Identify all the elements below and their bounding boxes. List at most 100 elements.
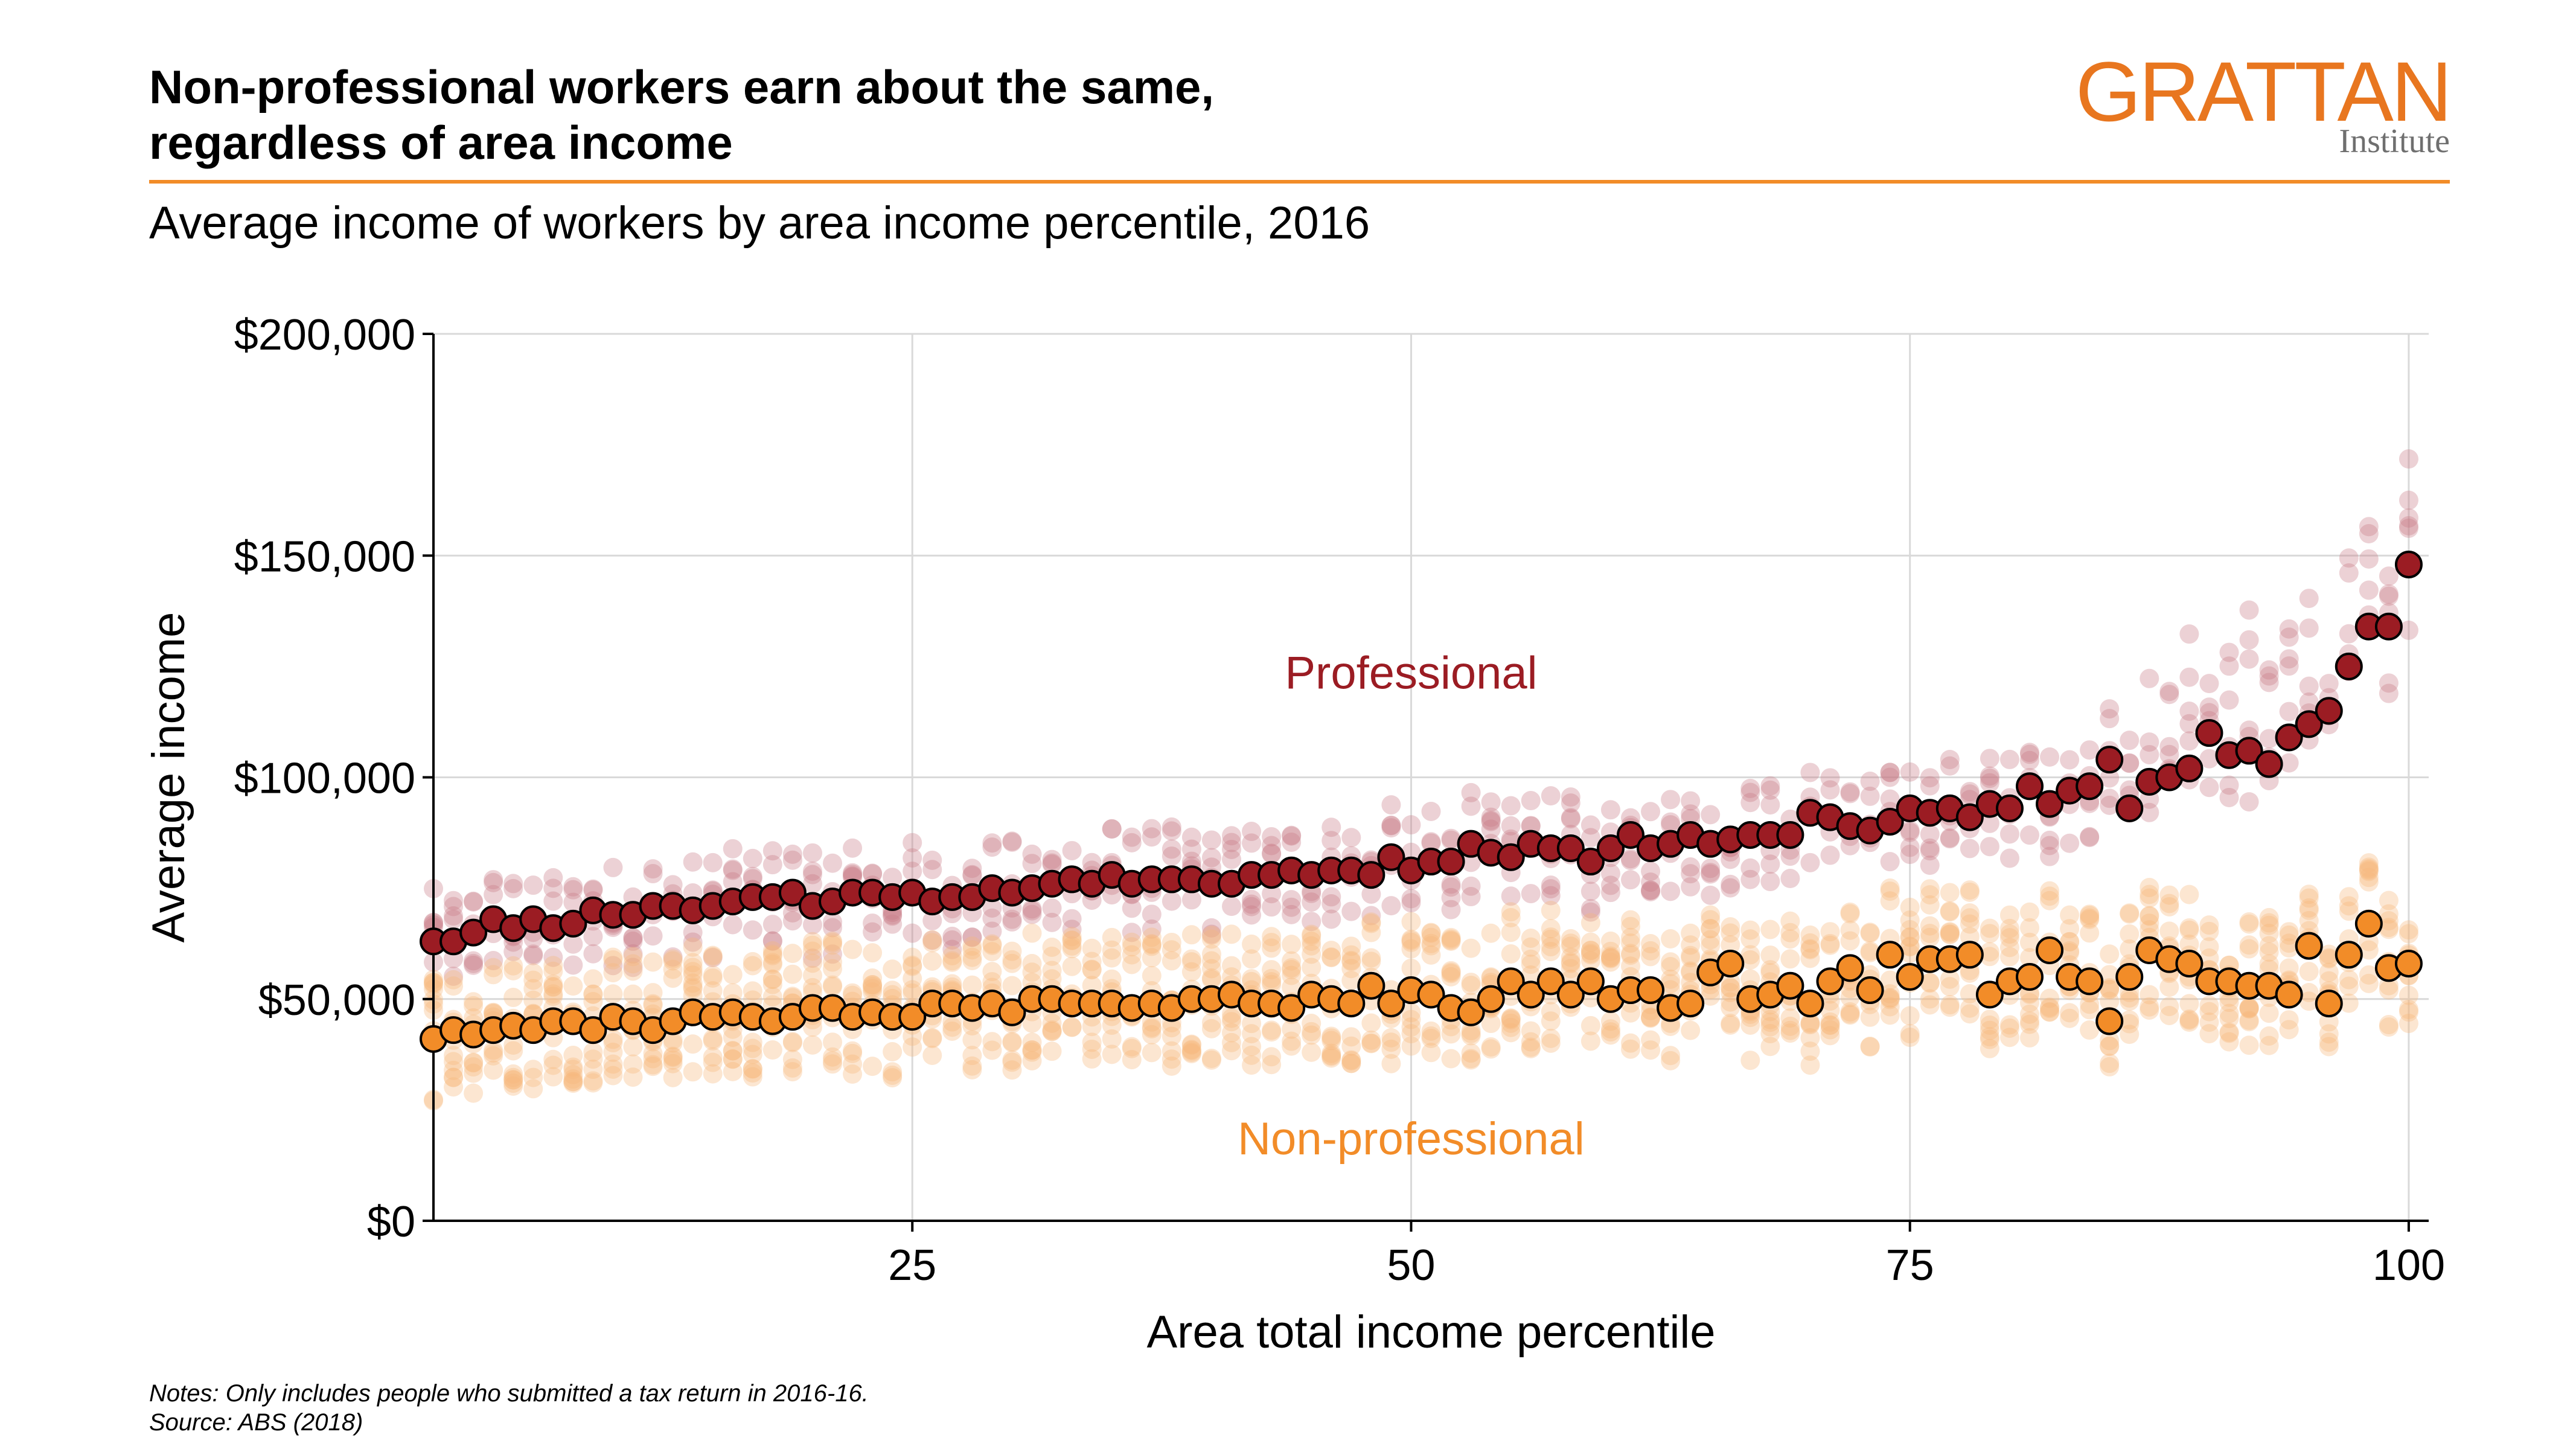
area-point-professional bbox=[1740, 869, 1760, 889]
area-point-professional bbox=[1162, 839, 1181, 859]
area-point-professional bbox=[1042, 849, 1062, 869]
area-point-non-professional bbox=[1760, 960, 1780, 980]
area-point-non-professional bbox=[643, 1043, 663, 1063]
area-point-non-professional bbox=[2399, 924, 2418, 944]
area-point-professional bbox=[1860, 772, 1880, 792]
area-point-professional bbox=[1381, 815, 1401, 835]
area-point-non-professional bbox=[1900, 920, 1920, 939]
area-point-non-professional bbox=[1940, 923, 1960, 942]
area-point-non-professional bbox=[1800, 939, 1820, 959]
area-point-professional bbox=[2219, 787, 2239, 807]
area-point-non-professional bbox=[1521, 949, 1541, 969]
data-point-non-professional bbox=[1776, 971, 1804, 1000]
area-point-non-professional bbox=[603, 1066, 623, 1086]
area-point-professional bbox=[1780, 869, 1800, 889]
area-point-non-professional bbox=[1960, 963, 1980, 983]
area-point-professional bbox=[2299, 618, 2319, 638]
area-point-professional bbox=[1201, 830, 1221, 850]
area-point-professional bbox=[2199, 778, 2219, 798]
area-point-non-professional bbox=[1042, 969, 1062, 989]
area-point-professional bbox=[523, 875, 543, 895]
area-point-non-professional bbox=[1162, 1018, 1181, 1038]
area-point-professional bbox=[1201, 848, 1221, 868]
data-point-non-professional bbox=[2016, 963, 2044, 991]
area-point-non-professional bbox=[2319, 1012, 2339, 1032]
area-point-professional bbox=[903, 833, 922, 852]
area-point-non-professional bbox=[1082, 938, 1102, 958]
area-point-non-professional bbox=[1361, 912, 1381, 932]
area-point-non-professional bbox=[942, 945, 962, 965]
area-point-non-professional bbox=[2199, 996, 2219, 1016]
area-point-non-professional bbox=[2379, 920, 2399, 939]
area-point-non-professional bbox=[2060, 942, 2080, 962]
area-point-professional bbox=[1960, 839, 1980, 859]
area-point-non-professional bbox=[1740, 929, 1760, 949]
area-point-non-professional bbox=[922, 930, 942, 950]
area-point-non-professional bbox=[1940, 924, 1960, 944]
area-point-non-professional bbox=[1262, 1022, 1282, 1042]
area-point-professional bbox=[1541, 875, 1561, 895]
area-point-non-professional bbox=[1421, 936, 1441, 956]
area-point-professional bbox=[1960, 784, 1980, 804]
area-point-professional bbox=[523, 944, 543, 964]
area-point-non-professional bbox=[543, 1067, 563, 1087]
area-point-non-professional bbox=[1960, 1004, 1980, 1024]
area-point-professional bbox=[863, 863, 883, 883]
area-point-non-professional bbox=[1142, 936, 1162, 956]
area-point-non-professional bbox=[1800, 1014, 1820, 1034]
area-point-non-professional bbox=[1661, 1016, 1681, 1036]
area-point-non-professional bbox=[1541, 1028, 1561, 1048]
area-point-non-professional bbox=[1501, 907, 1521, 927]
area-point-non-professional bbox=[2159, 921, 2179, 941]
area-point-non-professional bbox=[683, 958, 703, 977]
area-point-non-professional bbox=[1222, 1012, 1241, 1032]
area-point-non-professional bbox=[683, 973, 703, 993]
area-point-professional bbox=[1760, 854, 1780, 874]
area-point-non-professional bbox=[1461, 1043, 1481, 1063]
area-point-non-professional bbox=[2379, 918, 2399, 938]
area-point-non-professional bbox=[2179, 918, 2199, 938]
area-point-non-professional bbox=[464, 996, 484, 1016]
area-point-non-professional bbox=[1062, 1017, 1082, 1037]
area-point-non-professional bbox=[2299, 898, 2319, 918]
area-point-professional bbox=[2060, 750, 2080, 770]
header-divider bbox=[149, 180, 2450, 184]
area-point-non-professional bbox=[1661, 969, 1681, 989]
area-point-non-professional bbox=[1820, 1000, 1840, 1020]
area-point-non-professional bbox=[2219, 1023, 2239, 1043]
area-point-non-professional bbox=[802, 1017, 822, 1037]
area-point-non-professional bbox=[1002, 950, 1022, 970]
area-point-non-professional bbox=[962, 1060, 982, 1080]
area-point-professional bbox=[1122, 923, 1142, 942]
area-point-non-professional bbox=[1122, 1037, 1142, 1057]
area-point-non-professional bbox=[843, 1043, 863, 1063]
area-point-non-professional bbox=[2199, 1012, 2219, 1032]
area-point-non-professional bbox=[1322, 1026, 1341, 1046]
y-tick-label: $100,000 bbox=[234, 755, 415, 803]
area-point-professional bbox=[762, 915, 782, 935]
area-point-non-professional bbox=[543, 1055, 563, 1075]
area-point-non-professional bbox=[1282, 1019, 1302, 1039]
area-point-professional bbox=[583, 927, 603, 947]
area-point-professional bbox=[1701, 863, 1721, 883]
area-point-non-professional bbox=[663, 1050, 683, 1070]
area-point-non-professional bbox=[1062, 936, 1082, 956]
area-point-non-professional bbox=[1860, 941, 1880, 961]
area-point-non-professional bbox=[663, 1030, 683, 1050]
area-point-non-professional bbox=[1441, 1017, 1461, 1037]
area-point-non-professional bbox=[2339, 976, 2359, 996]
area-point-non-professional bbox=[1780, 1023, 1800, 1043]
area-point-professional bbox=[583, 880, 603, 900]
area-point-professional bbox=[1481, 810, 1501, 830]
area-point-professional bbox=[2199, 674, 2219, 694]
area-point-non-professional bbox=[444, 1067, 464, 1087]
area-point-non-professional bbox=[543, 977, 563, 997]
area-point-non-professional bbox=[2239, 912, 2259, 932]
area-point-non-professional bbox=[2020, 918, 2039, 938]
area-point-professional bbox=[903, 862, 922, 881]
area-point-non-professional bbox=[1681, 923, 1701, 943]
area-point-non-professional bbox=[523, 1067, 543, 1087]
area-point-non-professional bbox=[563, 1064, 583, 1084]
percentile-average-points bbox=[420, 550, 2423, 1053]
area-point-non-professional bbox=[563, 1072, 583, 1092]
